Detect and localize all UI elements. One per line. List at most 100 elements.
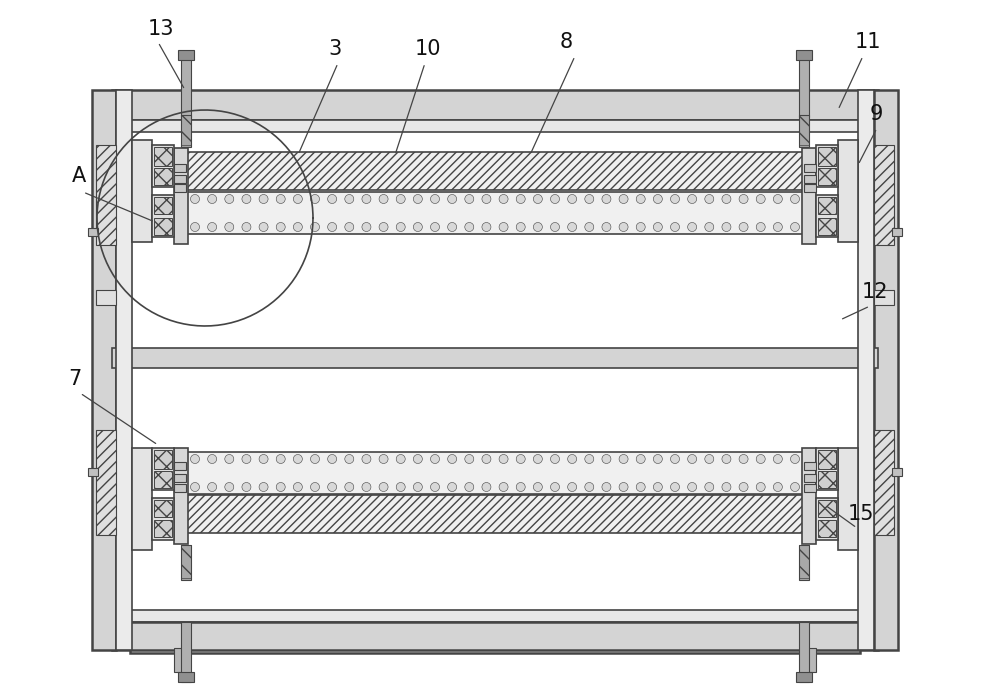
Circle shape	[276, 223, 285, 232]
Circle shape	[550, 482, 560, 491]
Text: 15: 15	[848, 504, 874, 524]
Bar	[112, 610, 878, 622]
Circle shape	[499, 454, 508, 463]
Circle shape	[756, 223, 765, 232]
Circle shape	[225, 482, 234, 491]
Circle shape	[293, 223, 302, 232]
Bar	[181, 52, 191, 117]
Text: 7: 7	[68, 369, 81, 389]
Circle shape	[345, 195, 354, 204]
Bar	[92, 90, 116, 650]
Circle shape	[739, 454, 748, 463]
Circle shape	[516, 195, 525, 204]
Circle shape	[396, 195, 405, 204]
Bar	[174, 164, 186, 172]
Circle shape	[636, 482, 645, 491]
Bar	[154, 500, 172, 517]
Circle shape	[739, 195, 748, 204]
Bar	[838, 140, 858, 242]
Bar	[874, 290, 894, 305]
Bar	[799, 52, 809, 117]
Text: 11: 11	[855, 32, 882, 52]
Bar	[174, 648, 190, 672]
Bar	[174, 462, 186, 470]
Circle shape	[242, 454, 251, 463]
Circle shape	[482, 195, 491, 204]
Bar	[874, 145, 894, 245]
Bar	[818, 218, 836, 235]
Circle shape	[242, 482, 251, 491]
Circle shape	[379, 223, 388, 232]
Bar	[88, 468, 98, 476]
Circle shape	[756, 195, 765, 204]
Bar	[804, 184, 816, 192]
Bar	[154, 218, 172, 235]
Circle shape	[739, 223, 748, 232]
Circle shape	[516, 482, 525, 491]
Bar	[186, 452, 804, 494]
Bar	[802, 448, 816, 544]
Bar	[799, 622, 809, 682]
Circle shape	[568, 195, 577, 204]
Circle shape	[293, 195, 302, 204]
Circle shape	[259, 454, 268, 463]
Circle shape	[705, 454, 714, 463]
Bar	[132, 448, 152, 550]
Circle shape	[568, 454, 577, 463]
Circle shape	[328, 195, 337, 204]
Bar	[816, 498, 838, 540]
Bar	[796, 672, 812, 682]
Bar	[186, 192, 804, 234]
Circle shape	[276, 195, 285, 204]
Circle shape	[653, 195, 662, 204]
Bar	[96, 290, 116, 305]
Bar	[804, 175, 816, 183]
Circle shape	[362, 482, 371, 491]
Circle shape	[636, 454, 645, 463]
Circle shape	[756, 482, 765, 491]
Circle shape	[585, 223, 594, 232]
Circle shape	[773, 454, 782, 463]
Circle shape	[550, 195, 560, 204]
Circle shape	[413, 482, 422, 491]
Bar	[174, 448, 188, 544]
Circle shape	[773, 195, 782, 204]
Circle shape	[448, 454, 457, 463]
Circle shape	[533, 482, 542, 491]
Bar	[154, 520, 172, 537]
Bar	[838, 448, 858, 550]
Circle shape	[430, 454, 440, 463]
Circle shape	[430, 482, 440, 491]
Circle shape	[328, 482, 337, 491]
Circle shape	[602, 223, 611, 232]
Circle shape	[413, 195, 422, 204]
Circle shape	[293, 454, 302, 463]
Circle shape	[448, 195, 457, 204]
Circle shape	[670, 482, 680, 491]
Circle shape	[276, 454, 285, 463]
Circle shape	[670, 454, 680, 463]
Circle shape	[362, 454, 371, 463]
Bar	[874, 90, 898, 650]
Bar	[892, 228, 902, 236]
Circle shape	[242, 195, 251, 204]
Circle shape	[790, 223, 800, 232]
Circle shape	[602, 454, 611, 463]
Bar	[799, 545, 809, 578]
Bar	[96, 145, 116, 245]
Bar	[174, 175, 186, 183]
Circle shape	[208, 454, 217, 463]
Circle shape	[516, 454, 525, 463]
Circle shape	[430, 195, 440, 204]
Bar	[186, 152, 804, 190]
Bar	[174, 148, 188, 244]
Bar	[816, 195, 838, 237]
Bar	[152, 498, 174, 540]
Circle shape	[499, 195, 508, 204]
Circle shape	[585, 454, 594, 463]
Circle shape	[259, 223, 268, 232]
Circle shape	[499, 482, 508, 491]
Circle shape	[688, 195, 697, 204]
Circle shape	[688, 223, 697, 232]
Circle shape	[722, 454, 731, 463]
